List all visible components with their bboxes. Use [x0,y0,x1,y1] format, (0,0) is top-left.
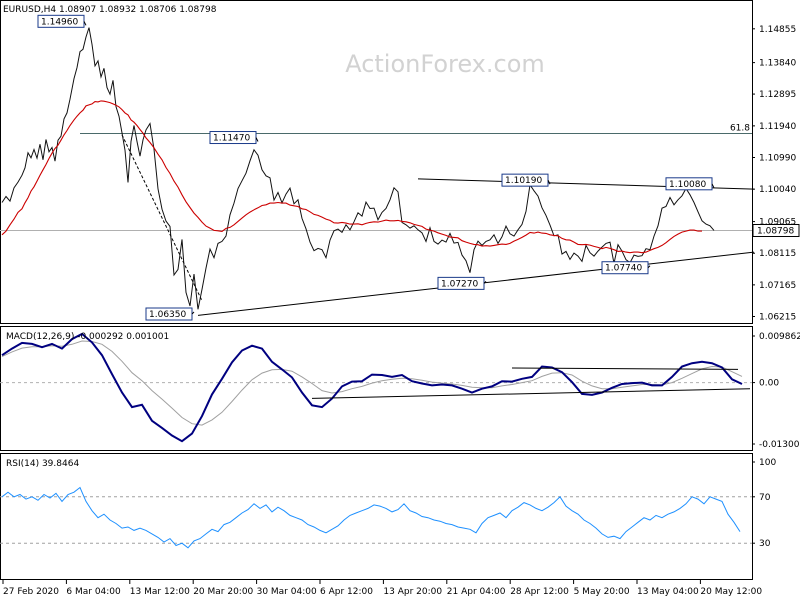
price-tick-label: 1.14855 [759,25,796,35]
price-annotation-label: 1.14960 [41,17,78,27]
price-annotation-leader [711,183,715,189]
price-annotation-leader [191,311,195,315]
last-price-label: 1.08798 [757,226,794,236]
price-panel: ActionForex.com 1.148551.138401.128951.1… [0,0,800,324]
rsi-panel: 100 70 30 RSI(14) 39.8464 [0,453,776,580]
price-panel-frame [0,0,753,324]
price-tick-label: 1.13840 [759,59,796,69]
rsi-tick-label: 70 [759,493,771,503]
price-annotation-label: 1.11470 [213,134,250,144]
price-annotation-leader [255,137,259,142]
price-annotation-leader [83,21,87,26]
price-annotation-leader [647,265,651,269]
rsi-levels [0,496,752,544]
macd-panel-frame [0,326,753,451]
macd-series [1,332,743,443]
time-tick-label: 20 May 12:00 [700,587,762,597]
time-axis: 27 Feb 2020 6 Mar 04:00 13 Mar 12:00 20 Mar… [2,580,762,597]
macd-tick-label: -0.013002 [759,440,800,450]
time-tick-label: 5 May 20:00 [574,587,630,597]
dashed-decline-line [121,134,203,301]
price-y-axis: 1.14855 1.13840 1.12895 1.11940 1.10990 1.100… [752,25,796,323]
price-annotation-label: 1.07740 [605,264,642,274]
time-tick-label: 20 Mar 20:00 [193,587,253,597]
macd-tick-label: 0.009862 [759,332,800,342]
time-tick-label: 6 Mar 04:00 [66,587,121,597]
price-tick-label: 1.06215 [759,313,796,323]
rsi-tick-label: 100 [759,458,776,468]
time-tick-label: 13 Mar 12:00 [130,587,190,597]
rsi-tick-label: 30 [759,539,771,549]
moving-average-series [1,100,702,254]
time-tick-label: 27 Feb 2020 [3,587,59,597]
time-tick-label: 6 Apr 12:00 [320,587,373,597]
price-annotation-label: 1.06350 [149,310,186,320]
last-price-marker: 1.08798 [752,223,800,237]
macd-signal-series [1,340,743,426]
macd-tick-label: 0.00 [759,379,779,389]
rsi-y-axis: 100 70 30 [752,458,776,549]
price-tick-label: 1.10040 [759,185,796,195]
price-series [1,27,715,310]
price-tick-label: 1.08115 [759,249,796,259]
price-annotation-label: 1.10080 [669,180,706,190]
macd-trendline [311,388,751,399]
rsi-panel-title: RSI(14) 39.8464 [6,459,79,469]
time-tick-label: 30 Mar 04:00 [257,587,317,597]
price-annotation-label: 1.07270 [441,279,478,289]
macd-y-axis: 0.009862 0.00 -0.013002 [752,332,800,450]
time-tick-label: 28 Apr 12:00 [510,587,569,597]
rsi-series [1,486,741,549]
macd-trendlines [311,367,751,399]
fib-label: 61.8 [730,124,750,134]
macd-panel-title: MACD(12,26,9) -0.000292 0.001001 [6,332,169,342]
price-annotation-label: 1.10190 [505,176,542,186]
last-price-box [752,223,800,237]
price-annotation-leader [547,179,551,185]
macd-panel: 0.009862 0.00 -0.013002 MACD(12,26,9) -0.0… [0,326,800,451]
watermark: ActionForex.com [345,50,545,78]
time-tick-label: 21 Apr 04:00 [447,587,506,597]
price-tick-label: 1.07165 [759,281,796,291]
price-panel-title: EURUSD,H4 1.08907 1.08932 1.08706 1.0879… [3,5,217,15]
price-tick-label: 1.10990 [759,154,796,164]
price-annotations: 1.14960 1.06350 1.11470 1.10190 1.07270 1.077… [37,14,715,321]
time-tick-label: 13 May 04:00 [637,587,699,597]
price-tick-label: 1.09065 [759,218,796,228]
rsi-panel-frame [0,453,753,580]
price-tick-label: 1.11940 [759,122,796,132]
time-tick-label: 13 Apr 20:00 [383,587,442,597]
price-annotation-leader [483,281,487,284]
macd-trendline [511,367,739,370]
price-tick-label: 1.12895 [759,90,796,100]
